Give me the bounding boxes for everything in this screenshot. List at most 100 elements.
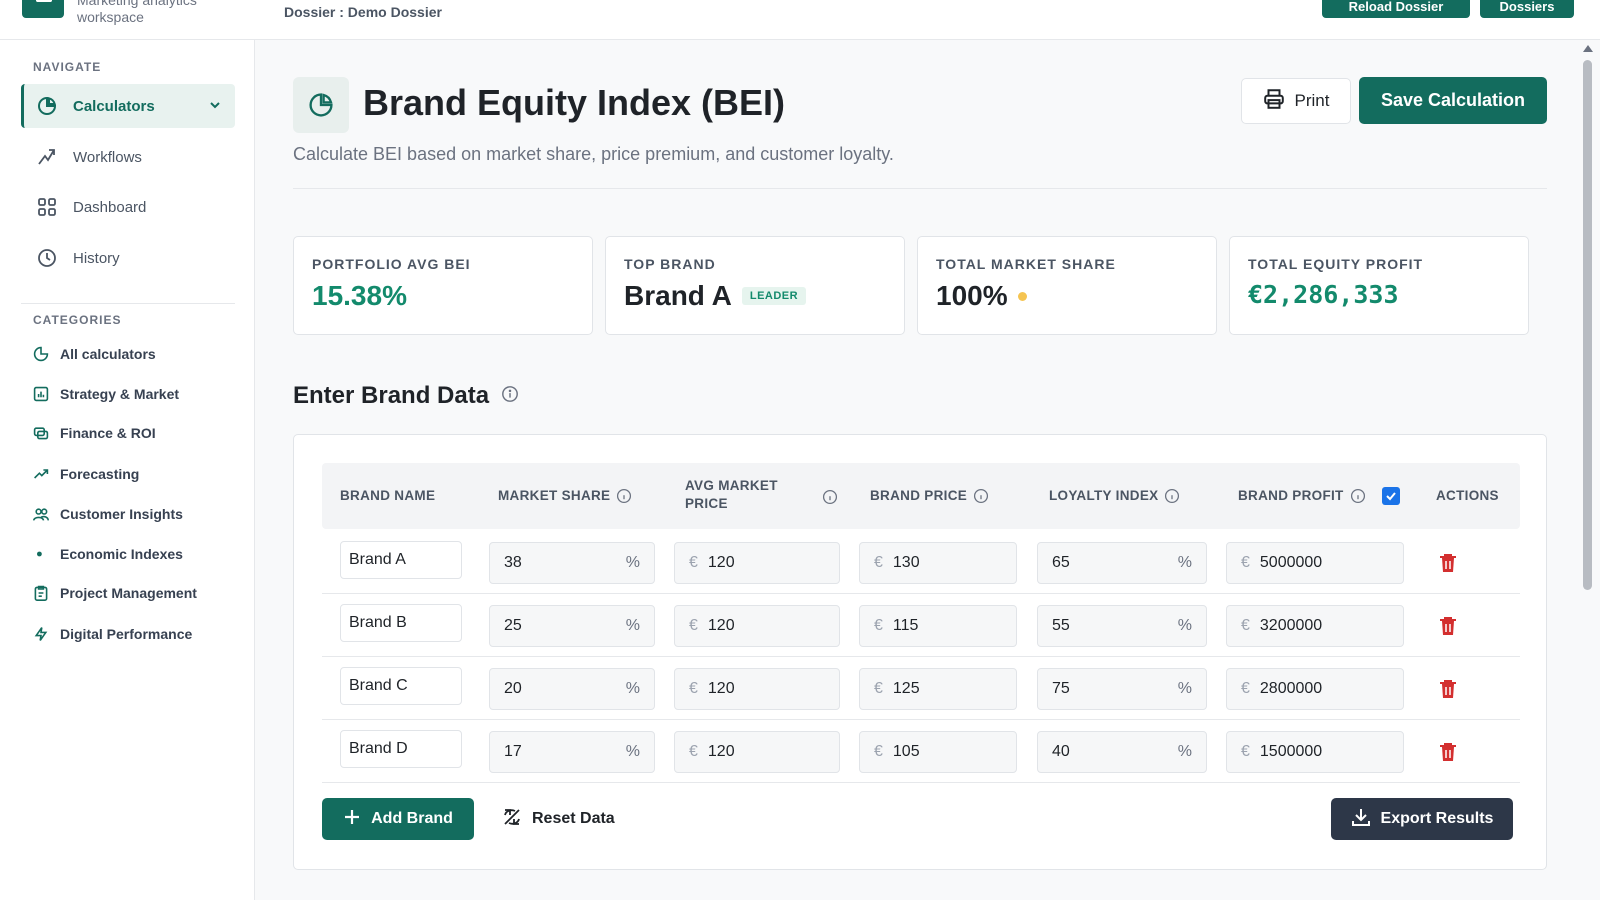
nav-label: Dashboard [73, 198, 147, 216]
trash-icon[interactable] [1439, 742, 1457, 767]
trash-icon[interactable] [1439, 616, 1457, 641]
stat-label: TOTAL EQUITY PROFIT [1248, 256, 1424, 272]
loyalty-index-input[interactable]: 75% [1037, 668, 1207, 710]
sidebar-divider [21, 303, 235, 304]
info-icon[interactable] [1350, 488, 1366, 504]
info-icon[interactable] [1164, 488, 1180, 504]
sidebar: NAVIGATE Calculators Workflows Dashboard… [0, 40, 255, 900]
category-economic-indexes[interactable]: Economic Indexes [33, 543, 183, 565]
loyalty-index-input[interactable]: 55% [1037, 605, 1207, 647]
add-brand-label: Add Brand [371, 810, 453, 827]
market-share-input[interactable]: 17% [489, 731, 655, 773]
stat-portfolio-avg-bei: PORTFOLIO AVG BEI 15.38% [293, 236, 593, 335]
brand-price-input[interactable]: €125 [859, 668, 1017, 710]
top-bar: Marketing analytics workspace Dossier : … [0, 0, 1600, 40]
loyalty-index-input[interactable]: 40% [1037, 731, 1207, 773]
nav-label: Calculators [73, 97, 155, 115]
nav-dashboard[interactable]: Dashboard [21, 185, 235, 229]
header-divider [293, 188, 1547, 189]
dot-icon [33, 546, 49, 562]
trash-icon[interactable] [1439, 679, 1457, 704]
nav-history[interactable]: History [21, 236, 235, 280]
app-logo-icon[interactable] [22, 0, 64, 18]
brand-name-input[interactable]: Brand D [340, 730, 462, 768]
categories-heading: CATEGORIES [33, 313, 122, 327]
add-brand-button[interactable]: Add Brand [322, 798, 474, 840]
brand-profit-input[interactable]: €3200000 [1226, 605, 1404, 647]
brand-price-input[interactable]: €115 [859, 605, 1017, 647]
category-digital-performance[interactable]: Digital Performance [33, 623, 192, 645]
avg-market-price-input[interactable]: €120 [674, 605, 840, 647]
navigate-heading: NAVIGATE [33, 60, 102, 74]
pie-chart-icon [37, 96, 57, 116]
brand-price-input[interactable]: €105 [859, 731, 1017, 773]
market-share-input[interactable]: 20% [489, 668, 655, 710]
print-button[interactable]: Print [1241, 78, 1351, 124]
save-calculation-button[interactable]: Save Calculation [1359, 77, 1547, 124]
nav-calculators[interactable]: Calculators [21, 84, 235, 128]
brand-name-input[interactable]: Brand B [340, 604, 462, 642]
category-forecasting[interactable]: Forecasting [33, 463, 139, 485]
profit-checkbox[interactable] [1381, 487, 1400, 505]
column-brand-name: BRAND NAME [340, 488, 436, 503]
nav-workflows[interactable]: Workflows [21, 135, 235, 179]
brand-profit-input[interactable]: €1500000 [1226, 731, 1404, 773]
clock-icon [37, 248, 57, 268]
export-results-button[interactable]: Export Results [1331, 798, 1513, 840]
table-row: Brand B 25% €120 €115 55% €3200000 [322, 594, 1520, 657]
brand-profit-input[interactable]: €5000000 [1226, 542, 1404, 584]
chevron-down-icon[interactable] [209, 98, 221, 115]
category-customer-insights[interactable]: Customer Insights [33, 503, 183, 525]
coins-icon [33, 425, 49, 441]
stat-value: Brand A [624, 280, 732, 311]
brand-name-input[interactable]: Brand C [340, 667, 462, 705]
brand-profit-input[interactable]: €2800000 [1226, 668, 1404, 710]
category-label: Digital Performance [60, 626, 193, 642]
brand-name-input[interactable]: Brand A [340, 541, 462, 579]
category-project-management[interactable]: Project Management [33, 582, 197, 604]
category-label: Economic Indexes [60, 546, 183, 562]
loyalty-index-input[interactable]: 65% [1037, 542, 1207, 584]
print-label: Print [1294, 91, 1330, 110]
printer-icon [1263, 88, 1285, 115]
brand-data-card: BRAND NAME MARKET SHARE AVG MARKET PRICE… [293, 434, 1547, 870]
avg-market-price-input[interactable]: €120 [674, 731, 840, 773]
stat-total-market-share: TOTAL MARKET SHARE 100% [917, 236, 1217, 335]
market-share-input[interactable]: 38% [489, 542, 655, 584]
reload-dossier-button[interactable]: Reload Dossier [1322, 0, 1470, 18]
info-icon[interactable] [501, 382, 519, 410]
nav-label: History [73, 249, 120, 267]
stat-label: TOTAL MARKET SHARE [936, 256, 1116, 272]
grid-icon [37, 197, 57, 217]
stat-total-equity-profit: TOTAL EQUITY PROFIT €2,286,333 [1229, 236, 1529, 335]
table-row: Brand D 17% €120 €105 40% €1500000 [322, 720, 1520, 783]
brand-price-input[interactable]: €130 [859, 542, 1017, 584]
trash-icon[interactable] [1439, 553, 1457, 578]
category-strategy-market[interactable]: Strategy & Market [33, 383, 179, 405]
bolt-icon [33, 626, 49, 642]
category-finance-roi[interactable]: Finance & ROI [33, 422, 156, 444]
market-share-input[interactable]: 25% [489, 605, 655, 647]
scrollbar-thumb[interactable] [1583, 60, 1592, 590]
scroll-up-arrow-icon[interactable] [1583, 45, 1593, 52]
stat-value: 15.38% [312, 280, 407, 311]
category-all-calculators[interactable]: All calculators [33, 343, 156, 365]
column-market-share: MARKET SHARE [498, 487, 632, 505]
info-icon[interactable] [973, 488, 989, 504]
nav-label: Workflows [73, 148, 142, 166]
table-header: BRAND NAME MARKET SHARE AVG MARKET PRICE… [322, 463, 1520, 529]
avg-market-price-input[interactable]: €120 [674, 668, 840, 710]
dossiers-button[interactable]: Dossiers [1480, 0, 1574, 18]
leader-badge: LEADER [741, 287, 807, 305]
stat-label: PORTFOLIO AVG BEI [312, 256, 471, 272]
stat-value-wrap: 100% [936, 280, 1198, 312]
info-icon[interactable] [616, 488, 632, 504]
trend-up-icon [33, 466, 49, 482]
category-label: Customer Insights [60, 506, 183, 522]
reset-data-button[interactable]: Reset Data [502, 798, 615, 840]
download-icon [1351, 807, 1371, 832]
column-actions: ACTIONS [1436, 488, 1499, 503]
pie-chart-icon [293, 77, 349, 133]
avg-market-price-input[interactable]: €120 [674, 542, 840, 584]
info-icon[interactable] [822, 489, 838, 505]
